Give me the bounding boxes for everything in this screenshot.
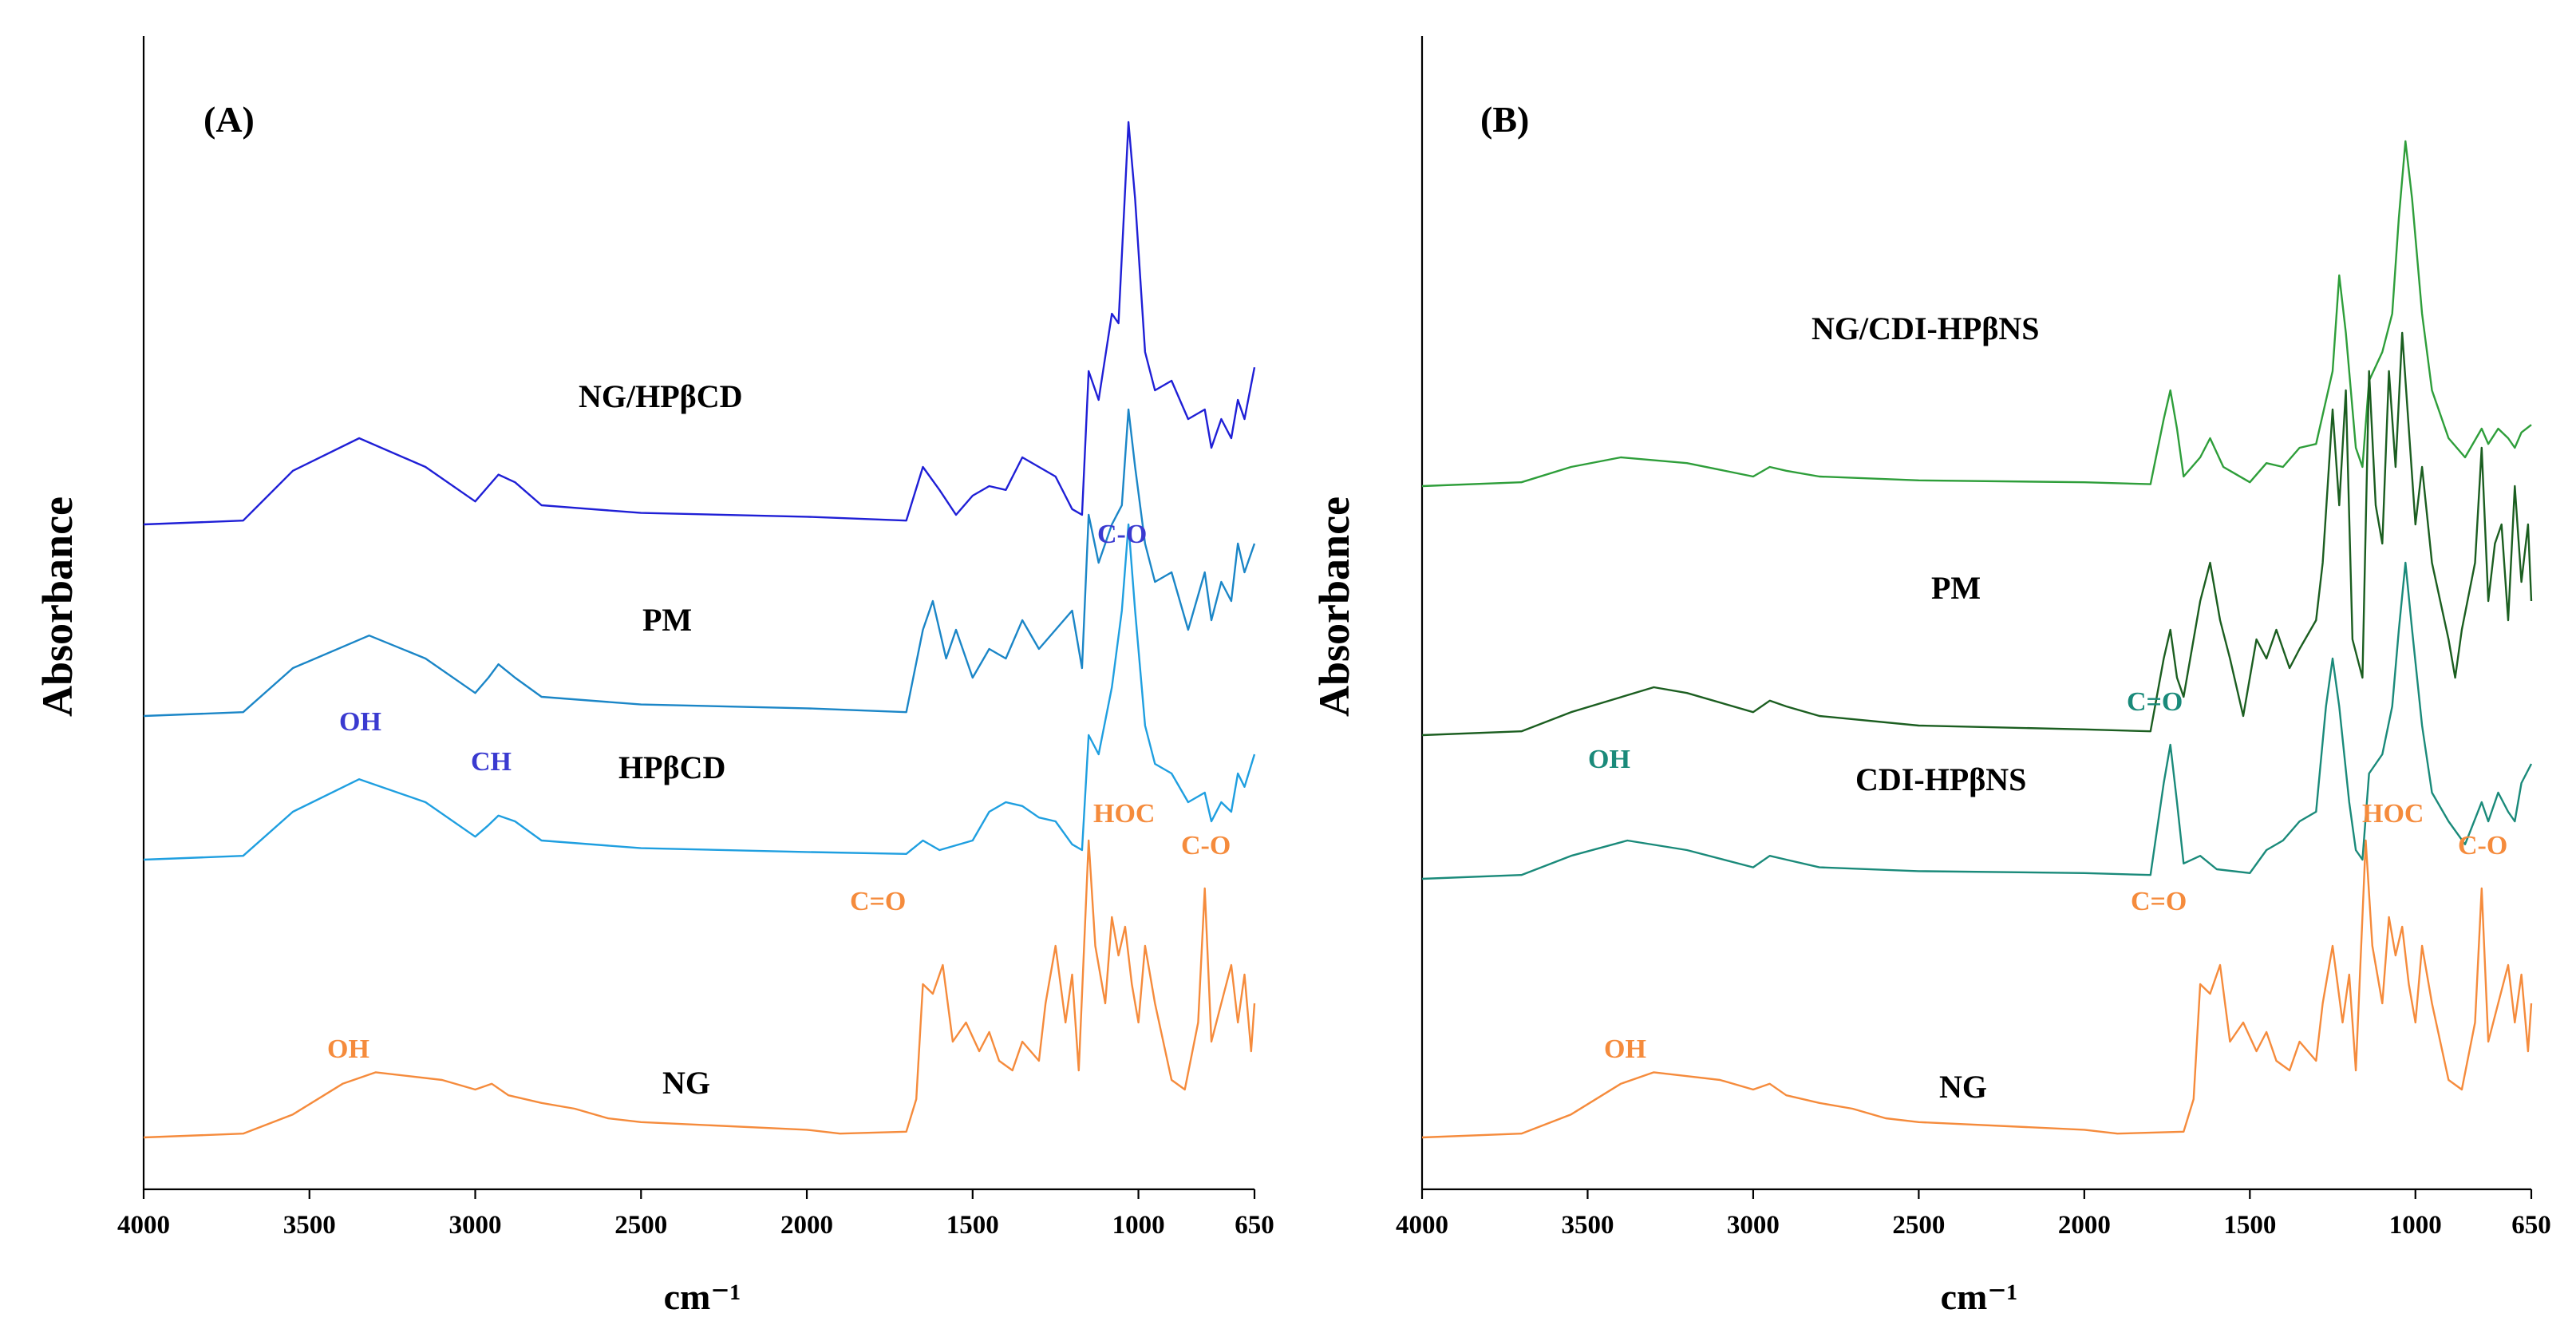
annotation-co-orange-a: C-O bbox=[1181, 831, 1231, 860]
x-tick-label: 3500 bbox=[283, 1211, 336, 1240]
panel-b: Absorbance (B) cm⁻¹ 4000 3500 3000 2500 2000… bbox=[1310, 36, 2551, 1317]
y-axis-label-b: Absorbance bbox=[1310, 496, 1358, 717]
x-tick-label: 1000 bbox=[2389, 1211, 2442, 1240]
spectrum-ng bbox=[143, 839, 1256, 1139]
trace-label-ng-b: NG bbox=[1939, 1069, 1987, 1105]
annotation-co-double-orange-b: C=O bbox=[2131, 887, 2187, 916]
x-tick-label: 2500 bbox=[614, 1211, 667, 1240]
spectrum-ng-cdi-hp-ns bbox=[1421, 140, 2532, 488]
annotation-ch-blue: CH bbox=[471, 747, 512, 777]
x-tick-label: 2500 bbox=[1892, 1211, 1945, 1240]
x-tick-label: 1000 bbox=[1112, 1211, 1165, 1240]
annotation-oh-teal: OH bbox=[1588, 745, 1630, 774]
x-tick-label: 650 bbox=[2511, 1211, 2551, 1240]
traces-b bbox=[1421, 140, 2533, 1139]
panel-label-a: (A) bbox=[203, 99, 255, 140]
spectrum-ng bbox=[1421, 839, 2533, 1139]
trace-label-pm-b: PM bbox=[1931, 570, 1981, 606]
spectrum-cdi-hp-ns bbox=[1421, 561, 2533, 880]
spectrum-pm bbox=[143, 408, 1256, 718]
x-tick-label: 3000 bbox=[1727, 1211, 1780, 1240]
annotation-hoc-orange-a: HOC bbox=[1093, 799, 1155, 829]
panel-label-b: (B) bbox=[1480, 99, 1529, 140]
x-tick-label: 3500 bbox=[1561, 1211, 1614, 1240]
x-axis-label-b: cm⁻¹ bbox=[1941, 1276, 2018, 1317]
spectrum-hp-cd bbox=[143, 523, 1256, 861]
trace-label-cdi-hpbns: CDI-HPβNS bbox=[1855, 761, 2026, 797]
x-tick-label: 1500 bbox=[946, 1211, 999, 1240]
x-tick-label: 2000 bbox=[2058, 1211, 2111, 1240]
annotation-co-blue: C-O bbox=[1097, 520, 1147, 549]
trace-label-ng-a: NG bbox=[662, 1065, 710, 1101]
x-tick-label: 1500 bbox=[2223, 1211, 2276, 1240]
annotation-hoc-orange-b: HOC bbox=[2362, 799, 2424, 829]
x-axis-label-a: cm⁻¹ bbox=[664, 1276, 741, 1317]
annotation-oh-blue: OH bbox=[339, 707, 381, 737]
annotation-oh-orange-a: OH bbox=[327, 1034, 369, 1064]
annotation-co-orange-b: C-O bbox=[2458, 831, 2507, 860]
trace-label-ng-hpbcd: NG/HPβCD bbox=[579, 378, 743, 414]
x-ticks-a: 4000 3500 3000 2500 2000 1500 1000 650 bbox=[117, 1189, 1274, 1240]
trace-label-pm-a: PM bbox=[642, 602, 692, 638]
x-tick-label: 4000 bbox=[117, 1211, 170, 1240]
x-tick-label: 650 bbox=[1235, 1211, 1274, 1240]
traces-a bbox=[143, 121, 1256, 1139]
x-tick-label: 4000 bbox=[1396, 1211, 1448, 1240]
x-ticks-b: 4000 3500 3000 2500 2000 1500 1000 650 bbox=[1396, 1189, 2551, 1240]
axis-frame bbox=[142, 36, 1254, 1191]
x-tick-label: 2000 bbox=[780, 1211, 833, 1240]
x-tick-label: 3000 bbox=[449, 1211, 502, 1240]
annotation-co-double-orange-a: C=O bbox=[850, 887, 906, 916]
panel-a: Absorbance (A) cm⁻¹ 4000 3500 3000 2500 2000… bbox=[34, 36, 1274, 1317]
trace-label-ng-cdi-hpbns: NG/CDI-HPβNS bbox=[1811, 310, 2040, 346]
annotation-co-double-teal: C=O bbox=[2127, 687, 2183, 717]
spectrum-pm bbox=[1421, 331, 2533, 737]
spectrum-ng-hp-cd bbox=[143, 121, 1256, 526]
annotation-oh-orange-b: OH bbox=[1604, 1034, 1646, 1064]
trace-label-hpbcd: HPβCD bbox=[618, 750, 725, 785]
axis-frame bbox=[1420, 36, 2531, 1191]
y-axis-label-a: Absorbance bbox=[34, 496, 81, 717]
